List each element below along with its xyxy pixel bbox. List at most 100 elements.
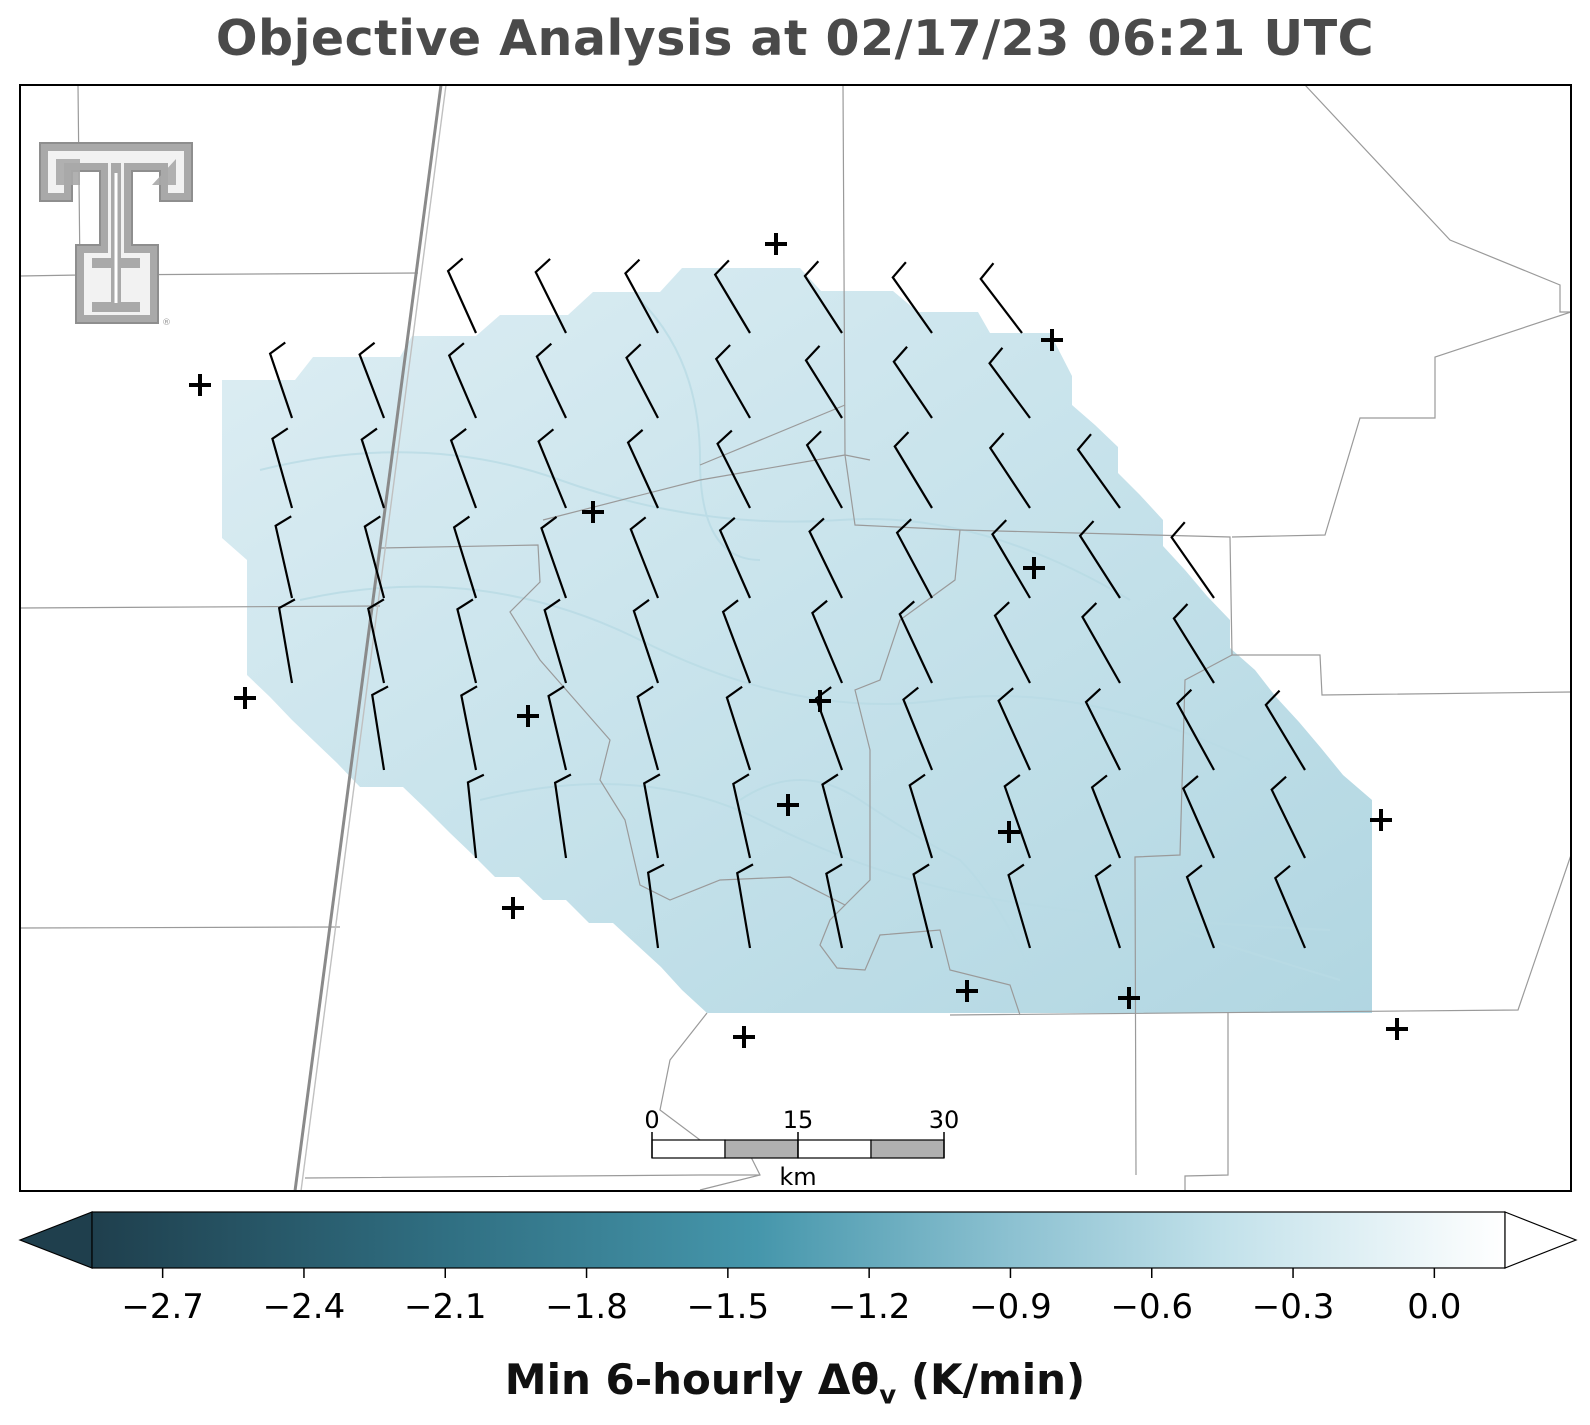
wind-barb <box>892 346 933 419</box>
wind-barb <box>714 344 751 419</box>
boundary-line <box>844 529 961 906</box>
wind-barb <box>988 347 1031 419</box>
wind-barb <box>1172 603 1215 684</box>
wind-barb <box>814 686 844 771</box>
station-marker <box>234 687 256 709</box>
texas-tech-double-t-logo: ® <box>39 142 193 328</box>
station-marker <box>1023 557 1045 579</box>
colorbar-gradient <box>91 1211 1506 1269</box>
wind-barb <box>893 431 933 509</box>
station-marker <box>733 1026 755 1048</box>
boundary-line <box>542 454 1571 696</box>
wind-barb <box>902 686 934 771</box>
wind-barb <box>447 342 478 419</box>
wind-barb <box>268 341 294 419</box>
wind-barb <box>629 516 660 599</box>
wind-barb <box>1078 520 1121 599</box>
wind-barb <box>1003 774 1032 859</box>
svg-text:®: ® <box>162 318 171 328</box>
scale-unit: km <box>779 1163 816 1191</box>
station-marker <box>582 501 604 523</box>
wind-barb <box>1175 688 1215 771</box>
wind-barb <box>1273 864 1307 949</box>
wind-barb <box>446 257 478 334</box>
wind-barb <box>991 519 1031 599</box>
wind-barb <box>452 515 478 599</box>
scale-bar: 0 15 30 km <box>644 1106 959 1191</box>
wind-barb <box>825 863 844 949</box>
wind-barb <box>537 428 568 509</box>
wind-barb <box>367 598 386 684</box>
scale-segment <box>651 1139 726 1159</box>
station-marker <box>1041 329 1063 351</box>
wind-barb <box>821 773 844 859</box>
colorbar-tick-label: −2.4 <box>263 1287 346 1327</box>
scale-segment <box>797 1139 872 1159</box>
colorbar-tick-label: −0.6 <box>1110 1287 1193 1327</box>
wind-barb <box>535 342 567 419</box>
wind-barb <box>1185 864 1216 949</box>
wind-barb <box>360 427 386 509</box>
wind-barb <box>1076 433 1121 509</box>
wind-barb <box>997 687 1032 771</box>
wind-barb <box>1181 775 1216 859</box>
wind-barb <box>898 600 933 684</box>
wind-barb <box>646 863 665 949</box>
wind-barb <box>625 343 659 419</box>
station-marker <box>809 690 831 712</box>
colorbar-extend-high <box>1504 1211 1578 1269</box>
contour-line <box>739 779 1041 991</box>
wind-barbs <box>268 257 1307 949</box>
colorbar-tick-label: −1.5 <box>687 1287 770 1327</box>
wind-barb <box>466 773 485 859</box>
page-title: Objective Analysis at 02/17/23 06:21 UTC <box>215 10 1375 67</box>
contour-line <box>479 783 1331 931</box>
boundary-line <box>20 605 381 609</box>
wind-barb <box>642 773 661 859</box>
colorbar-tick-label: −1.8 <box>545 1287 628 1327</box>
wind-barb <box>1090 774 1122 859</box>
wind-barb <box>979 262 1023 334</box>
wind-barb <box>277 598 296 684</box>
wind-barb <box>993 601 1031 684</box>
scale-label-0: 0 <box>644 1106 659 1134</box>
boundary-line <box>1184 1012 1229 1191</box>
state-line-outer <box>293 85 443 1191</box>
colorbar: −2.7 −2.4 −2.1 −1.8 −1.5 −1.2 −0.9 −0.6 −0.3 0.0 <box>18 1211 1578 1327</box>
wind-barb <box>636 685 660 771</box>
wind-barb <box>449 428 478 509</box>
wind-barb <box>808 517 843 599</box>
wind-barb <box>358 341 386 419</box>
scale-segment <box>724 1139 799 1159</box>
scale-segment <box>870 1139 945 1159</box>
station-marker <box>998 821 1020 843</box>
wind-barb <box>543 598 568 684</box>
wind-barb <box>721 599 752 684</box>
wind-barb <box>540 516 568 599</box>
wind-barb <box>553 773 572 859</box>
colorbar-tick-label: −2.1 <box>404 1287 487 1327</box>
wind-barb <box>725 685 752 771</box>
boundary-line <box>20 926 341 929</box>
wind-barb <box>811 599 844 684</box>
wind-barb <box>1081 602 1121 684</box>
wind-barb <box>1084 688 1121 771</box>
wind-barb <box>460 685 478 771</box>
contour-line <box>299 585 1251 761</box>
wind-barb <box>271 427 294 509</box>
wind-barb <box>908 773 934 859</box>
wind-barb <box>1007 863 1032 949</box>
wind-barb <box>895 518 933 599</box>
wind-barb <box>1170 521 1215 599</box>
station-marker <box>1118 987 1140 1009</box>
boundary-line <box>1134 654 1233 1176</box>
wind-barb <box>363 515 386 599</box>
wind-barb <box>1270 775 1306 859</box>
station-marker <box>189 374 211 396</box>
wind-barb <box>716 429 751 509</box>
colorbar-label: Min 6-hourly Δθv (K/min) <box>504 1355 1086 1411</box>
station-marker <box>777 794 799 816</box>
wind-barb <box>371 685 389 771</box>
station-marker <box>765 233 787 255</box>
